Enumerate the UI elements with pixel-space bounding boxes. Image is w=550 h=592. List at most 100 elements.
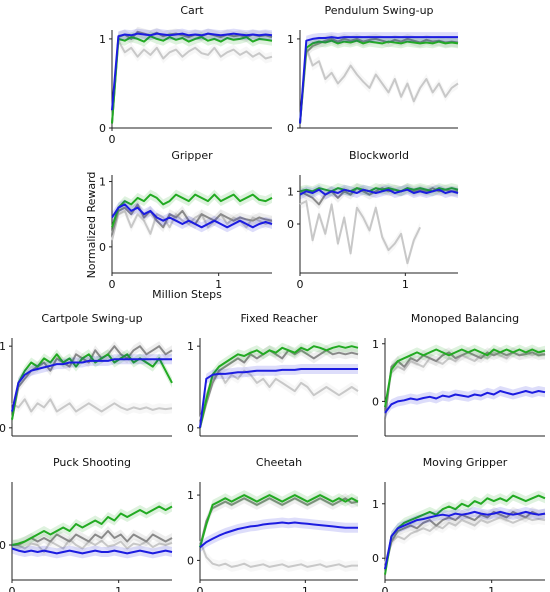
series-line — [299, 36, 458, 124]
series-line — [111, 193, 273, 228]
x-tick-label: 0 — [9, 585, 16, 592]
x-tick-label: 0 — [297, 278, 304, 291]
series-line — [299, 200, 421, 265]
x-tick-label: 0 — [382, 585, 389, 592]
panel-cartpole-swing-up: Cartpole Swing-up 0 1 — [0, 312, 173, 437]
y-tick-label: 1 — [287, 33, 294, 46]
y-tick-label: 1 — [0, 340, 6, 353]
series-band — [200, 517, 358, 553]
series-band — [200, 535, 358, 572]
series-band — [112, 205, 272, 246]
series-line — [11, 547, 173, 555]
y-tick-label: 1 — [187, 489, 194, 502]
y-tick-label: 1 — [287, 185, 294, 198]
series-line — [299, 188, 459, 196]
series-line — [199, 345, 359, 429]
series-line — [11, 358, 172, 412]
x-tick-label: 1 — [215, 278, 222, 291]
series-band — [112, 28, 272, 116]
y-tick-label: 0 — [99, 241, 106, 254]
chart-title-pendulum-swing-up: Pendulum Swing-up — [324, 4, 433, 17]
panel-moving-gripper: Moving Gripper 0 1 0 1 — [372, 456, 546, 592]
x-tick-label: 1 — [488, 585, 495, 592]
series-line — [384, 390, 546, 414]
series-line — [299, 39, 459, 124]
series-line — [199, 349, 359, 429]
series-band — [200, 490, 358, 553]
series-line — [11, 398, 173, 413]
series-line — [199, 369, 359, 420]
x-tick-label: 0 — [109, 278, 116, 291]
series-band — [385, 512, 545, 569]
y-tick-label: 1 — [372, 338, 379, 351]
series-line — [199, 540, 358, 568]
series-line — [199, 494, 359, 548]
panel-cheetah: Cheetah 0 1 0 1 — [187, 456, 359, 592]
chart-title-gripper: Gripper — [171, 149, 213, 162]
x-tick-label: 0 — [109, 133, 116, 146]
chart-title-blockworld: Blockworld — [349, 149, 409, 162]
series-band — [385, 386, 545, 418]
series-band — [200, 341, 358, 433]
y-tick-label: 1 — [99, 33, 106, 46]
series-band — [12, 354, 172, 417]
y-tick-label: 1 — [372, 498, 379, 511]
panel-pendulum-swing-up: Pendulum Swing-up 0 1 — [287, 4, 459, 135]
x-tick-label: 1 — [402, 278, 409, 291]
panel-fixed-reacher: Fixed Reacher 0 1 — [187, 312, 359, 437]
y-tick-label: 1 — [99, 176, 106, 189]
panel-gripper: Gripper 0 1 0 1 — [99, 149, 273, 291]
series-line — [111, 39, 273, 124]
x-axis-label: Million Steps — [152, 288, 222, 301]
series-line — [384, 351, 546, 419]
series-line — [299, 37, 459, 124]
x-tick-label: 0 — [197, 585, 204, 592]
series-line — [111, 35, 273, 124]
y-tick-label: 0 — [99, 122, 106, 135]
series-band — [112, 199, 272, 239]
series-line — [111, 32, 273, 111]
series-band — [385, 347, 545, 424]
y-tick-label: 0 — [0, 539, 6, 552]
series-line — [199, 497, 359, 548]
chart-title-cart: Cart — [180, 4, 204, 17]
chart-title-fixed-reacher: Fixed Reacher — [241, 312, 318, 325]
y-axis-label: Normalized Reward — [85, 172, 98, 279]
series-band — [300, 42, 458, 129]
series-line — [299, 46, 459, 124]
series-band — [300, 32, 458, 129]
y-tick-label: 0 — [372, 552, 379, 565]
series-line — [384, 348, 546, 408]
x-tick-label: 1 — [115, 585, 122, 592]
y-tick-label: 0 — [287, 122, 294, 135]
chart-title-cheetah: Cheetah — [256, 456, 302, 469]
series-band — [300, 35, 458, 129]
chart-title-monoped-balancing: Monoped Balancing — [411, 312, 519, 325]
panel-cart: Cart 0 1 0 — [99, 4, 273, 146]
chart-title-cartpole-swing-up: Cartpole Swing-up — [41, 312, 142, 325]
series-line — [384, 510, 546, 570]
y-tick-label: 1 — [187, 340, 194, 353]
y-tick-label: 0 — [372, 395, 379, 408]
panel-puck-shooting: Puck Shooting 0 0 1 — [0, 456, 173, 592]
series-band — [200, 365, 358, 425]
series-band — [385, 506, 545, 575]
chart-title-moving-gripper: Moving Gripper — [423, 456, 508, 469]
y-tick-label: 0 — [287, 218, 294, 231]
y-tick-label: 0 — [0, 422, 6, 435]
series-band — [112, 189, 272, 233]
series-band — [385, 490, 545, 580]
chart-title-puck-shooting: Puck Shooting — [53, 456, 131, 469]
series-band — [112, 35, 272, 129]
series-band — [200, 364, 358, 433]
series-line — [11, 505, 173, 546]
series-line — [11, 353, 173, 420]
series-line — [12, 538, 173, 553]
series-line — [384, 516, 546, 564]
y-tick-label: 0 — [187, 554, 194, 567]
x-tick-label: 1 — [302, 585, 309, 592]
series-line — [111, 203, 273, 229]
series-line — [384, 494, 546, 575]
series-line — [199, 521, 358, 549]
